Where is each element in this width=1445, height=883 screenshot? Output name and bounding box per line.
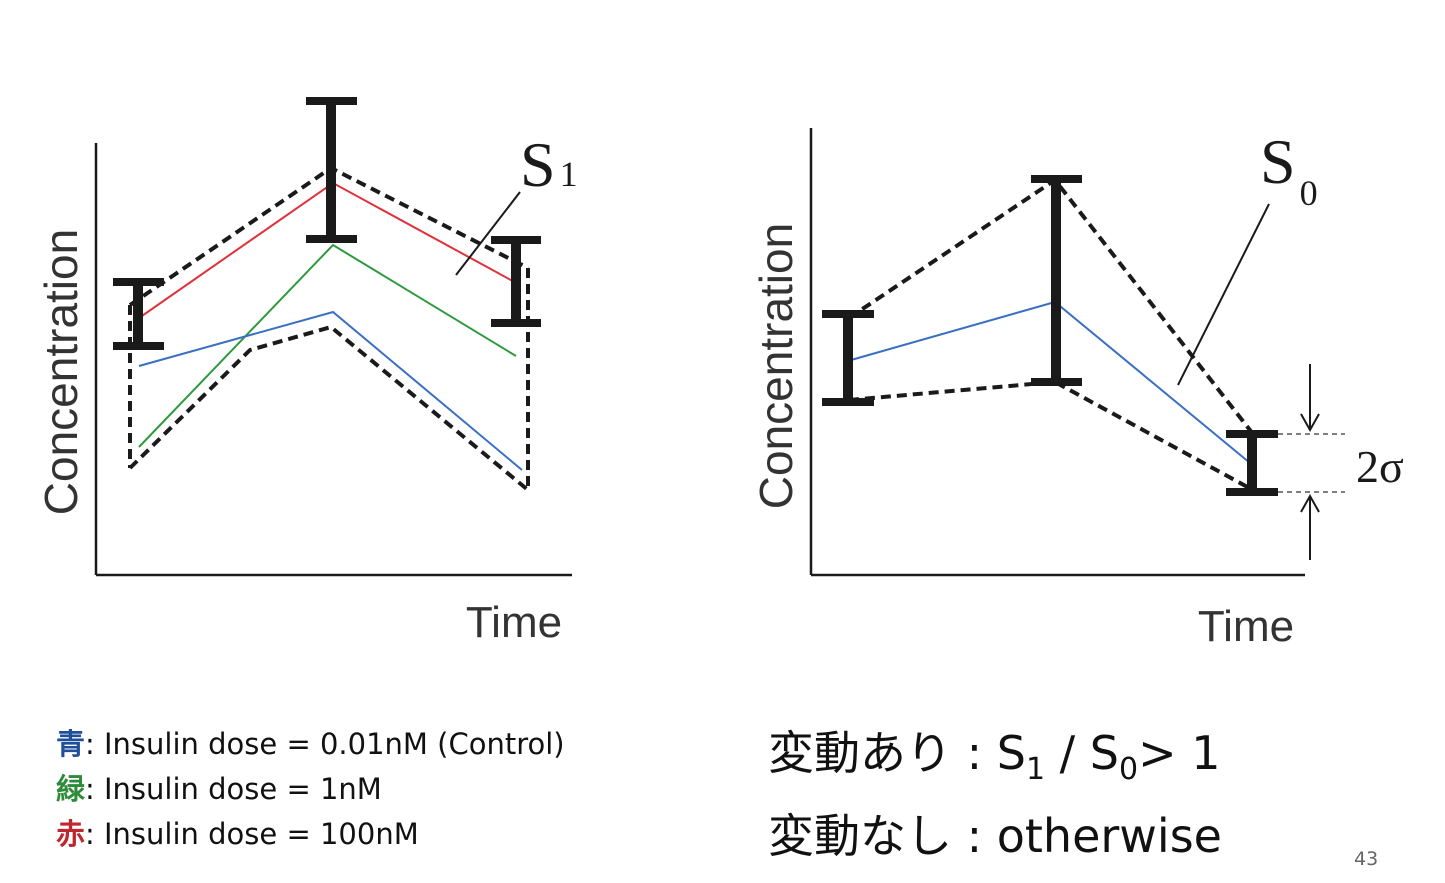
right-error-bar-3 — [1226, 430, 1278, 496]
rule-line1-mid: / S — [1045, 726, 1119, 780]
left-error-bar-1 — [113, 278, 164, 350]
right-x-axis-label: Time — [1198, 602, 1294, 651]
sigma-arrow-down — [1300, 364, 1320, 433]
rule-line1-prefix: 変動あり : S — [768, 726, 1026, 780]
legend-key-green: 緑 — [56, 772, 86, 806]
legend: 青: Insulin dose = 0.01nM (Control) 緑: In… — [56, 722, 565, 857]
legend-key-red: 赤 — [56, 817, 86, 851]
right-error-bar-2 — [1031, 175, 1082, 386]
legend-text-blue: : Insulin dose = 0.01nM (Control) — [85, 727, 565, 761]
page-number: 43 — [1354, 848, 1379, 870]
left-series-green — [138, 243, 517, 448]
right-label-leader — [1177, 203, 1270, 386]
left-lower-envelope — [128, 324, 530, 492]
rule-line-variation: 変動あり : S1 / S0> 1 — [768, 720, 1222, 803]
left-error-bar-2 — [306, 97, 357, 243]
left-series-blue — [138, 310, 523, 471]
legend-text-green: : Insulin dose = 1nM — [85, 772, 382, 806]
sigma-label: 2σ — [1356, 441, 1404, 492]
rule-line-no-variation: 変動なし : otherwise — [768, 809, 1222, 863]
right-y-axis-label: Concentration — [750, 223, 802, 509]
legend-item-red: 赤: Insulin dose = 100nM — [56, 812, 565, 857]
rule-line1-suffix: > 1 — [1138, 726, 1221, 780]
left-label-leader — [455, 191, 521, 276]
legend-key-blue: 青 — [56, 727, 86, 761]
rule-line1-sub1: 1 — [1025, 752, 1046, 787]
rule-line1-sub2: 0 — [1119, 752, 1139, 787]
legend-item-blue: 青: Insulin dose = 0.01nM (Control) — [56, 722, 565, 767]
legend-item-green: 緑: Insulin dose = 1nM — [56, 767, 565, 812]
left-error-bar-3 — [491, 236, 541, 327]
left-x-axis-label: Time — [466, 598, 562, 647]
right-lower-envelope — [848, 379, 1254, 492]
left-y-axis-label: Concentration — [35, 229, 87, 515]
sigma-arrow-up — [1300, 493, 1320, 560]
variation-rule: 変動あり : S1 / S0> 1 変動なし : otherwise — [768, 720, 1222, 869]
legend-text-red: : Insulin dose = 100nM — [85, 817, 419, 851]
right-error-bar-1 — [822, 310, 874, 406]
